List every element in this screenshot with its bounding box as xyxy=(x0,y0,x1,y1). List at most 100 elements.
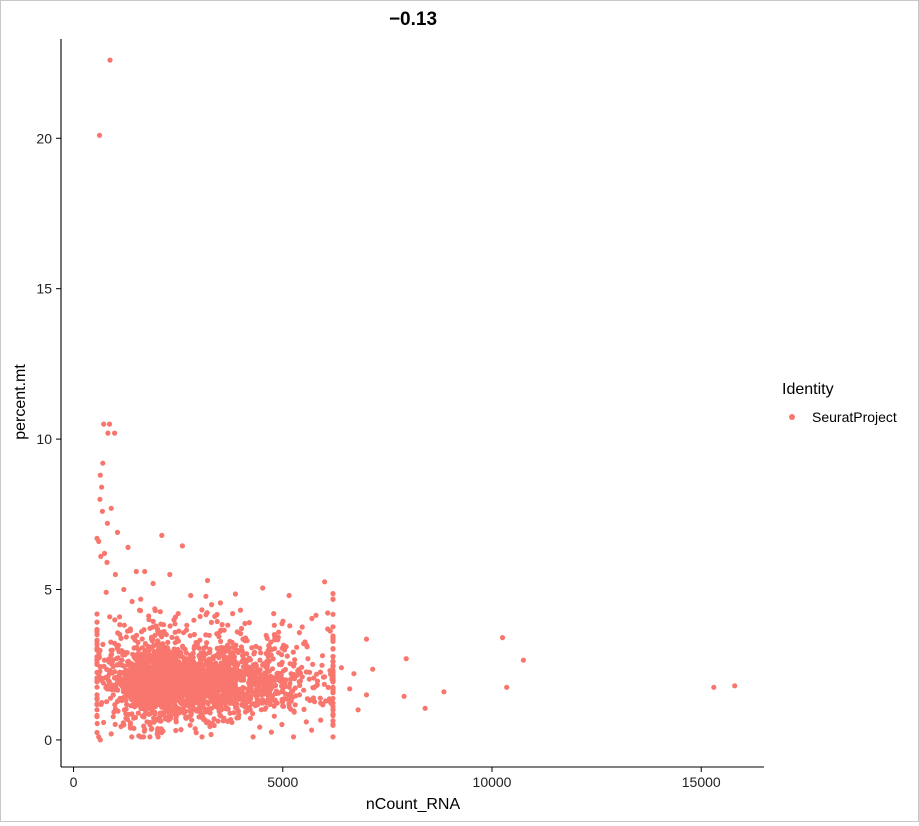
data-point xyxy=(148,710,154,717)
data-point xyxy=(270,656,276,662)
data-point xyxy=(299,624,305,630)
data-point xyxy=(289,688,295,695)
data-point xyxy=(197,679,203,686)
data-point xyxy=(221,683,227,690)
data-point xyxy=(309,615,315,622)
data-point xyxy=(317,669,324,675)
data-point xyxy=(215,692,221,698)
data-point xyxy=(106,421,113,427)
data-point xyxy=(249,680,255,686)
data-point xyxy=(263,700,269,706)
data-point xyxy=(184,622,190,628)
data-point xyxy=(159,682,165,688)
data-point xyxy=(355,707,361,713)
data-point xyxy=(154,731,160,737)
data-point xyxy=(178,671,184,678)
data-point xyxy=(219,622,225,628)
data-point xyxy=(130,634,136,640)
data-point xyxy=(123,715,129,721)
data-point xyxy=(259,689,265,695)
data-point xyxy=(256,678,262,684)
data-point xyxy=(163,697,169,703)
data-point xyxy=(237,607,244,613)
data-point xyxy=(138,702,144,709)
data-point xyxy=(135,662,141,668)
data-point xyxy=(330,624,336,630)
data-point xyxy=(94,647,100,653)
data-point xyxy=(279,621,285,627)
data-point xyxy=(227,700,233,706)
data-point xyxy=(169,664,175,670)
data-point xyxy=(305,656,311,662)
data-point xyxy=(225,622,231,628)
data-point xyxy=(314,671,320,677)
data-point xyxy=(131,715,137,721)
data-point xyxy=(303,719,309,725)
data-point xyxy=(218,638,224,645)
data-point xyxy=(163,658,169,664)
data-point xyxy=(234,701,240,707)
data-point xyxy=(101,421,107,427)
data-point xyxy=(155,691,161,697)
data-point xyxy=(178,727,184,733)
data-point xyxy=(230,654,236,660)
data-point xyxy=(138,629,145,635)
data-point xyxy=(227,710,233,716)
data-point xyxy=(229,719,235,726)
data-point xyxy=(193,730,199,736)
data-point xyxy=(307,669,313,675)
chart-title: −0.13 xyxy=(389,9,437,30)
data-point xyxy=(325,684,331,691)
data-point xyxy=(504,684,510,690)
data-point xyxy=(94,712,100,719)
data-point xyxy=(117,614,123,620)
data-point xyxy=(134,668,140,674)
data-point xyxy=(288,706,294,712)
data-point xyxy=(94,669,100,676)
data-point xyxy=(221,627,227,633)
x-tick-label: 0 xyxy=(70,774,78,790)
data-point xyxy=(239,648,245,654)
data-point xyxy=(238,671,244,677)
data-point xyxy=(117,631,123,638)
x-axis-label: nCount_RNA xyxy=(366,796,461,813)
data-point xyxy=(273,700,279,706)
data-point xyxy=(330,633,336,639)
data-point xyxy=(299,674,305,680)
data-point xyxy=(135,710,141,716)
data-point xyxy=(212,613,218,620)
data-point xyxy=(251,670,257,676)
data-point xyxy=(227,638,233,644)
data-point xyxy=(330,611,336,617)
data-point xyxy=(105,677,111,683)
data-point xyxy=(232,591,238,597)
data-point xyxy=(121,586,127,593)
data-point xyxy=(284,696,290,702)
data-point xyxy=(295,668,301,674)
data-point xyxy=(115,642,122,649)
data-point xyxy=(262,706,268,712)
data-point xyxy=(218,660,224,666)
data-point xyxy=(330,700,336,706)
data-point xyxy=(121,707,127,713)
data-point xyxy=(108,639,114,645)
data-point xyxy=(230,689,236,696)
data-point xyxy=(104,520,110,526)
data-point xyxy=(199,691,205,697)
data-point xyxy=(711,684,717,690)
data-point xyxy=(363,692,370,698)
data-point xyxy=(153,623,159,629)
data-point xyxy=(125,658,132,664)
data-point xyxy=(162,705,168,711)
data-point xyxy=(150,704,156,710)
data-point xyxy=(265,667,271,674)
data-point xyxy=(330,596,336,602)
data-point xyxy=(142,568,148,575)
data-point xyxy=(203,680,209,687)
data-point xyxy=(108,731,114,737)
data-point xyxy=(101,657,107,663)
data-point xyxy=(154,638,161,644)
data-point xyxy=(275,690,281,696)
y-tick-label: 5 xyxy=(44,582,52,598)
legend-entry-label: SeuratProject xyxy=(812,409,897,425)
